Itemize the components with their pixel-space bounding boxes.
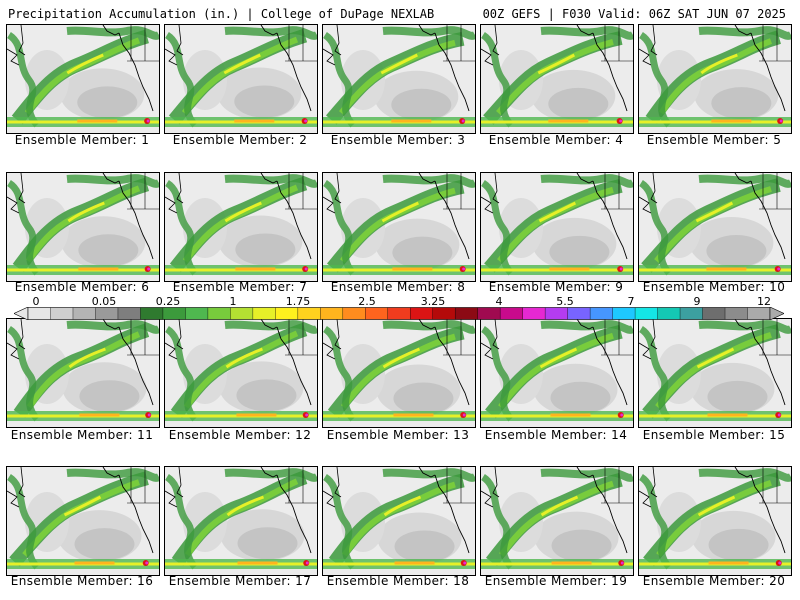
colorbar-tick-label: 0.05 — [91, 295, 117, 308]
colorbar-swatch — [50, 307, 74, 320]
ensemble-map-panel — [6, 24, 160, 134]
colorbar-swatch — [252, 307, 276, 320]
colorbar-swatch — [230, 307, 254, 320]
colorbar-swatch — [95, 307, 119, 320]
colorbar-tick-label: 12 — [757, 295, 771, 308]
colorbar-swatch — [725, 307, 748, 320]
ensemble-member-caption: Ensemble Member: 3 — [330, 133, 466, 147]
colorbar-swatch — [387, 307, 411, 320]
colorbar-swatch — [567, 307, 591, 320]
colorbar-tick-label: 2.5 — [358, 295, 376, 308]
colorbar-tick-label: 5.5 — [556, 295, 574, 308]
colorbar-swatch — [590, 307, 613, 320]
ensemble-member-caption: Ensemble Member: 20 — [642, 574, 786, 588]
ensemble-map-panel — [322, 318, 476, 428]
colorbar-swatch — [297, 307, 321, 320]
ensemble-member-caption: Ensemble Member: 14 — [484, 428, 628, 442]
ensemble-member-caption: Ensemble Member: 5 — [646, 133, 782, 147]
colorbar-swatch — [28, 307, 51, 320]
ensemble-member-caption: Ensemble Member: 6 — [14, 280, 150, 294]
colorbar-swatch — [702, 307, 726, 320]
ensemble-map-panel — [638, 318, 792, 428]
colorbar-swatch — [320, 307, 344, 320]
ensemble-member-caption: Ensemble Member: 11 — [10, 428, 154, 442]
ensemble-map-panel — [480, 318, 634, 428]
ensemble-map-panel — [164, 24, 318, 134]
colorbar-swatch — [162, 307, 186, 320]
colorbar-swatch — [185, 307, 209, 320]
colorbar-tick-label: 0 — [32, 295, 40, 308]
ensemble-member-caption: Ensemble Member: 1 — [14, 133, 150, 147]
colorbar-swatch — [117, 307, 141, 320]
ensemble-map-panel — [322, 172, 476, 282]
ensemble-map-panel — [480, 24, 634, 134]
colorbar-swatch — [72, 307, 96, 320]
ensemble-map-panel — [6, 466, 160, 576]
ensemble-member-caption: Ensemble Member: 8 — [330, 280, 466, 294]
colorbar-labels: 0 0.05 0.25 1 1.75 2.5 3.25 4 5.5 7 9 12 — [0, 295, 800, 308]
ensemble-member-caption: Ensemble Member: 13 — [326, 428, 470, 442]
ensemble-map-panel — [6, 318, 160, 428]
ensemble-member-caption: Ensemble Member: 4 — [488, 133, 624, 147]
colorbar-tick-label: 1.75 — [285, 295, 311, 308]
colorbar-left-arrow — [14, 307, 29, 320]
colorbar-tick-label: 7 — [627, 295, 635, 308]
colorbar-swatch — [612, 307, 636, 320]
colorbar-swatch — [410, 307, 434, 320]
ensemble-member-caption: Ensemble Member: 9 — [488, 280, 624, 294]
ensemble-member-caption: Ensemble Member: 12 — [168, 428, 312, 442]
colorbar-swatch — [477, 307, 501, 320]
page-title: Precipitation Accumulation (in.) | Colle… — [8, 7, 435, 21]
ensemble-member-caption: Ensemble Member: 15 — [642, 428, 786, 442]
ensemble-map-panel — [480, 466, 634, 576]
ensemble-map-panel — [6, 172, 160, 282]
colorbar-tick-label: 1 — [229, 295, 237, 308]
ensemble-map-panel — [164, 466, 318, 576]
ensemble-member-caption: Ensemble Member: 17 — [168, 574, 312, 588]
ensemble-map-panel — [164, 172, 318, 282]
ensemble-member-caption: Ensemble Member: 10 — [642, 280, 786, 294]
ensemble-map-panel — [322, 24, 476, 134]
colorbar-swatch — [275, 307, 299, 320]
ensemble-map-panel — [164, 318, 318, 428]
ensemble-member-caption: Ensemble Member: 7 — [172, 280, 308, 294]
ensemble-member-caption: Ensemble Member: 16 — [10, 574, 154, 588]
colorbar-swatch — [545, 307, 568, 320]
colorbar-swatch — [657, 307, 681, 320]
header: Precipitation Accumulation (in.) | Colle… — [0, 0, 800, 24]
colorbar-swatch — [207, 307, 231, 320]
colorbar-swatch — [365, 307, 389, 320]
colorbar-tick-label: 4 — [495, 295, 503, 308]
ensemble-member-caption: Ensemble Member: 2 — [172, 133, 308, 147]
colorbar-swatch — [432, 307, 456, 320]
ensemble-map-panel — [638, 172, 792, 282]
colorbar-tick-label: 9 — [693, 295, 701, 308]
colorbar-right-arrow — [769, 307, 784, 320]
colorbar-swatch — [747, 307, 771, 320]
colorbar-swatch — [680, 307, 703, 320]
ensemble-map-panel — [638, 466, 792, 576]
colorbar-tick-label: 3.25 — [420, 295, 446, 308]
colorbar-swatch — [140, 307, 164, 320]
colorbar-swatch — [522, 307, 546, 320]
ensemble-map-panel — [480, 172, 634, 282]
colorbar — [14, 307, 784, 320]
colorbar-tick-label: 0.25 — [155, 295, 181, 308]
colorbar-swatch — [455, 307, 478, 320]
colorbar-swatch — [342, 307, 366, 320]
ensemble-member-caption: Ensemble Member: 18 — [326, 574, 470, 588]
colorbar-swatch — [635, 307, 658, 320]
run-info: 00Z GEFS | F030 Valid: 06Z SAT JUN 07 20… — [482, 7, 786, 21]
ensemble-map-panel — [322, 466, 476, 576]
ensemble-map-panel — [638, 24, 792, 134]
ensemble-member-caption: Ensemble Member: 19 — [484, 574, 628, 588]
colorbar-swatch — [500, 307, 523, 320]
